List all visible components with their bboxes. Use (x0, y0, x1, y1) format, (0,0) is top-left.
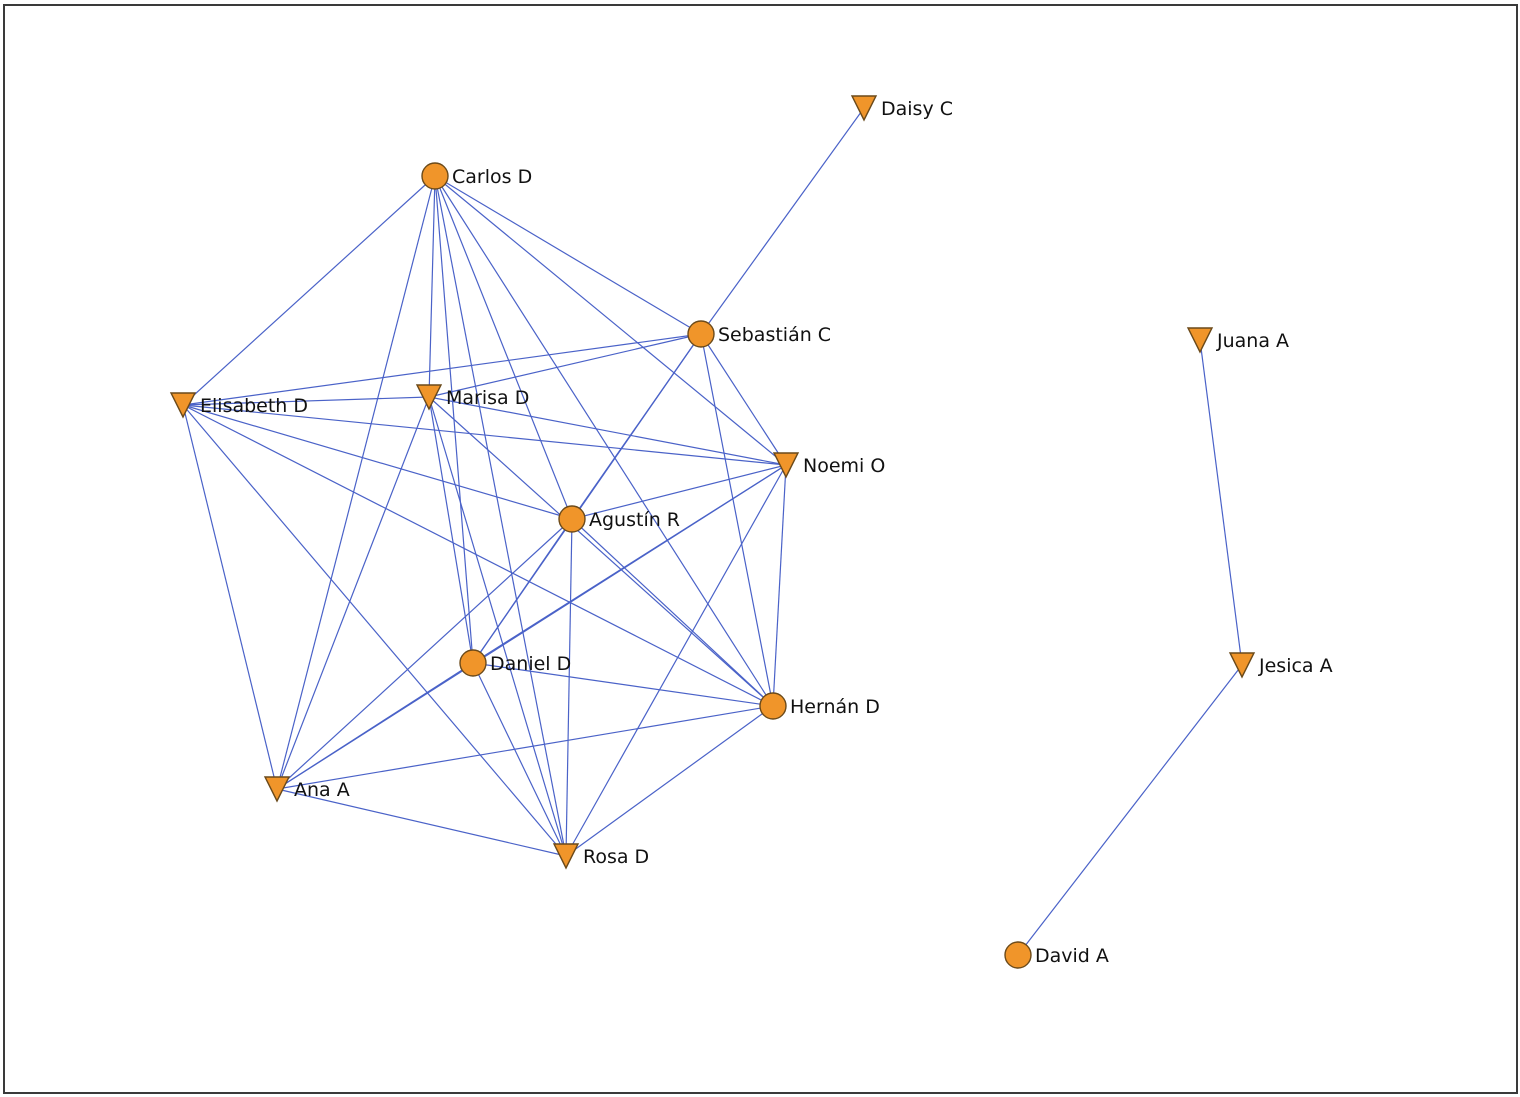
node-label: David A (1035, 945, 1109, 967)
edge-elisabeth-noemi (182, 404, 787, 466)
edge-elisabeth-rosa (182, 404, 567, 857)
node-label: Elisabeth D (200, 395, 308, 417)
edge-marisa-daniel (428, 396, 474, 664)
edge-daniel-ana (276, 662, 474, 790)
node-noemi[interactable]: Noemi O (772, 452, 885, 479)
edge-marisa-hernan (428, 396, 774, 707)
node-label: Carlos D (452, 166, 532, 188)
edge-carlos-elisabeth (182, 175, 436, 406)
node-agustin[interactable]: Agustín R (558, 505, 680, 533)
node-carlos[interactable]: Carlos D (421, 162, 532, 190)
edge-sebastian-marisa (428, 333, 702, 398)
node-label: Rosa D (583, 846, 649, 868)
graph-frame (3, 4, 1518, 1094)
node-label: Agustín R (589, 509, 680, 531)
node-jesica[interactable]: Jesica A (1228, 652, 1333, 679)
node-david[interactable]: David A (1004, 941, 1109, 969)
node-label: Daniel D (490, 653, 571, 675)
circle-node-icon (1004, 941, 1032, 969)
edge-agustin-hernan (571, 518, 774, 707)
triangle-node-icon (772, 452, 800, 479)
triangle-node-icon (263, 776, 291, 803)
circle-node-icon (759, 692, 787, 720)
triangle-node-icon (415, 384, 443, 411)
circle-node-icon (421, 162, 449, 190)
edge-carlos-sebastian (434, 175, 702, 335)
edge-elisabeth-agustin (182, 404, 573, 520)
edge-sebastian-daisy (700, 107, 865, 335)
edge-sebastian-noemi (700, 333, 787, 466)
node-label: Marisa D (446, 387, 529, 409)
triangle-node-icon (1228, 652, 1256, 679)
circle-node-icon (687, 320, 715, 348)
node-marisa[interactable]: Marisa D (415, 384, 529, 411)
edge-jesica-david (1017, 664, 1243, 956)
edge-agustin-rosa (565, 518, 573, 857)
edge-elisabeth-ana (182, 404, 278, 790)
circle-node-icon (459, 649, 487, 677)
node-elisabeth[interactable]: Elisabeth D (169, 392, 308, 419)
edge-marisa-noemi (428, 396, 787, 466)
edge-carlos-noemi (434, 175, 787, 466)
node-label: Noemi O (803, 455, 885, 477)
node-label: Ana A (294, 779, 350, 801)
edge-carlos-rosa (434, 175, 567, 857)
edge-noemi-rosa (565, 464, 787, 857)
node-label: Hernán D (790, 696, 880, 718)
triangle-node-icon (552, 843, 580, 870)
node-rosa[interactable]: Rosa D (552, 843, 649, 870)
node-sebastian[interactable]: Sebastián C (687, 320, 831, 348)
node-label: Juana A (1216, 330, 1289, 352)
edge-noemi-agustin (571, 464, 787, 520)
edge-daniel-hernan (472, 662, 774, 707)
edge-carlos-hernan (434, 175, 774, 707)
edge-hernan-rosa (565, 705, 774, 857)
triangle-node-icon (850, 95, 878, 122)
edge-ana-rosa (276, 788, 567, 857)
node-label: Jesica A (1258, 655, 1333, 677)
edge-marisa-ana (276, 396, 430, 790)
node-juana[interactable]: Juana A (1186, 327, 1289, 354)
triangle-node-icon (1186, 327, 1214, 354)
edge-sebastian-elisabeth (182, 333, 702, 406)
edges-layer (182, 107, 1243, 956)
edge-noemi-hernan (772, 464, 787, 707)
node-daisy[interactable]: Daisy C (850, 95, 953, 122)
node-label: Daisy C (881, 98, 953, 120)
edge-elisabeth-hernan (182, 404, 774, 707)
edge-daniel-rosa (472, 662, 567, 857)
node-daniel[interactable]: Daniel D (459, 649, 571, 677)
edge-elisabeth-marisa (182, 396, 430, 406)
edge-juana-jesica (1199, 339, 1243, 666)
edge-carlos-marisa (428, 175, 436, 398)
edge-sebastian-hernan (700, 333, 774, 707)
circle-node-icon (558, 505, 586, 533)
triangle-node-icon (169, 392, 197, 419)
edge-carlos-ana (276, 175, 436, 790)
edge-agustin-daniel (472, 518, 573, 664)
node-label: Sebastián C (718, 324, 831, 346)
nodes-layer: Carlos D Daisy C Sebastián C Elisabeth D Mar… (169, 95, 1333, 969)
node-hernan[interactable]: Hernán D (759, 692, 880, 720)
edge-hernan-ana (276, 705, 774, 790)
edge-agustin-ana (276, 518, 573, 790)
edge-carlos-agustin (434, 175, 573, 520)
node-ana[interactable]: Ana A (263, 776, 350, 803)
